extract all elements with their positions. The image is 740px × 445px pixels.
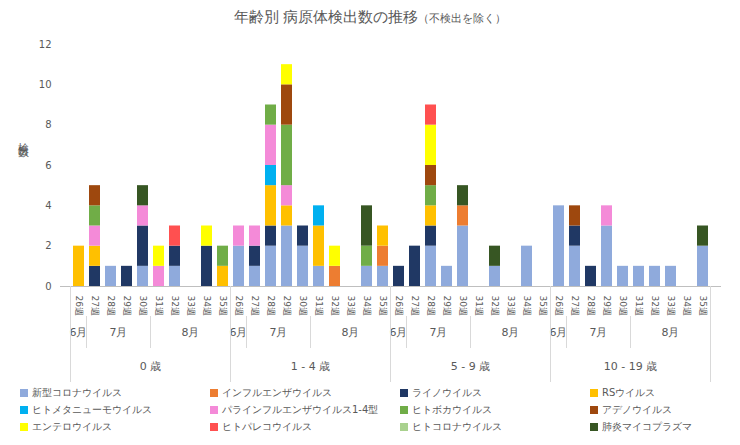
svg-text:29週: 29週 [122,296,132,316]
svg-text:35週: 35週 [538,296,548,316]
svg-text:12: 12 [39,39,52,50]
svg-text:34週: 34週 [202,296,212,316]
svg-text:6月: 6月 [230,326,248,339]
svg-text:33週: 33週 [186,296,196,316]
svg-text:8月: 8月 [502,326,520,339]
svg-text:26週: 26週 [234,296,244,316]
svg-text:6月: 6月 [70,326,88,339]
svg-text:10 - 19 歳: 10 - 19 歳 [604,360,657,373]
svg-text:34週: 34週 [362,296,372,316]
html-text:ライノウイルス: ライノウイルス [412,387,482,398]
html-text:ヒトパレコウイルス: ヒトパレコウイルス [222,421,312,432]
html-text:インフルエンザウイルス: インフルエンザウイルス [222,387,332,398]
svg-text:27週: 27週 [410,296,420,316]
svg-text:7月: 7月 [590,326,608,339]
svg-text:32週: 32週 [490,296,500,316]
svg-text:33週: 33週 [666,296,676,316]
svg-text:26週: 26週 [554,296,564,316]
svg-text:1 - 4 歳: 1 - 4 歳 [291,360,330,373]
svg-text:28週: 28週 [426,296,436,316]
svg-text:8月: 8月 [182,326,200,339]
html-text:ヒトボカウイルス: ヒトボカウイルス [412,404,492,415]
svg-text:8: 8 [45,119,51,130]
svg-text:5 - 9 歳: 5 - 9 歳 [451,360,490,373]
svg-text:34週: 34週 [682,296,692,316]
svg-text:28週: 28週 [266,296,276,316]
svg-text:29週: 29週 [602,296,612,316]
svg-text:0 歳: 0 歳 [140,360,162,373]
svg-text:6月: 6月 [390,326,408,339]
svg-text:7月: 7月 [430,326,448,339]
svg-text:35週: 35週 [698,296,708,316]
svg-text:2: 2 [45,240,51,251]
svg-text:29週: 29週 [282,296,292,316]
svg-text:27週: 27週 [90,296,100,316]
svg-text:10: 10 [39,79,52,90]
svg-text:0: 0 [45,281,51,292]
svg-text:8月: 8月 [662,326,680,339]
html-text:肺炎マイコプラズマ: 肺炎マイコプラズマ [602,421,692,432]
svg-text:28週: 28週 [106,296,116,316]
svg-text:32週: 32週 [330,296,340,316]
html-text:年齢別 病原体検出数の推移（不検出を除く）: 年齢別 病原体検出数の推移（不検出を除く） [233,8,507,26]
svg-text:7月: 7月 [110,326,128,339]
svg-text:32週: 32週 [170,296,180,316]
svg-text:26週: 26週 [74,296,84,316]
svg-text:31週: 31週 [474,296,484,316]
html-text:ヒトコロナウイルス: ヒトコロナウイルス [412,421,502,432]
svg-text:34週: 34週 [522,296,532,316]
svg-text:33週: 33週 [346,296,356,316]
svg-text:4: 4 [45,200,51,211]
svg-text:30週: 30週 [618,296,628,316]
svg-text:29週: 29週 [442,296,452,316]
svg-text:30週: 30週 [298,296,308,316]
svg-text:6月: 6月 [550,326,568,339]
svg-text:7月: 7月 [270,326,288,339]
html-text:パラインフルエンザウイルス1-4型: パラインフルエンザウイルス1-4型 [222,404,379,415]
svg-text:30週: 30週 [458,296,468,316]
html-text:エンテロウイルス: エンテロウイルス [32,421,112,432]
svg-text:35週: 35週 [378,296,388,316]
html-text:新型コロナウイルス: 新型コロナウイルス [32,387,122,398]
svg-text:35週: 35週 [218,296,228,316]
html-text:検出数: 検出数 [17,134,30,140]
svg-text:30週: 30週 [138,296,148,316]
html-text:RSウイルス: RSウイルス [602,387,656,398]
svg-text:31週: 31週 [634,296,644,316]
svg-text:27週: 27週 [250,296,260,316]
html-text:ヒトメタニューモウイルス: ヒトメタニューモウイルス [32,404,152,415]
html-text:アデノウイルス: アデノウイルス [602,404,672,415]
svg-text:27週: 27週 [570,296,580,316]
svg-text:31週: 31週 [154,296,164,316]
svg-text:26週: 26週 [394,296,404,316]
svg-text:32週: 32週 [650,296,660,316]
svg-text:33週: 33週 [506,296,516,316]
svg-text:28週: 28週 [586,296,596,316]
svg-text:31週: 31週 [314,296,324,316]
svg-text:8月: 8月 [342,326,360,339]
svg-text:6: 6 [45,160,51,171]
